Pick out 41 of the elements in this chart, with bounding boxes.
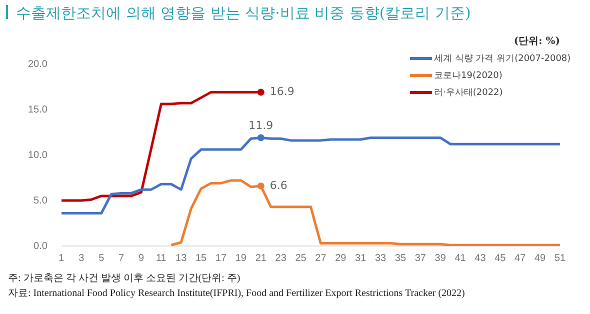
x-tick-label: 37	[414, 252, 426, 264]
x-tick-label: 9	[138, 252, 144, 264]
legend-label: 코로나19(2020)	[434, 70, 502, 82]
x-tick-label: 23	[275, 252, 287, 264]
x-tick-label: 33	[374, 252, 387, 264]
y-tick-label: 0.0	[34, 240, 48, 252]
x-tick-label: 49	[534, 252, 546, 264]
x-tick-label: 35	[394, 252, 406, 264]
x-tick-label: 19	[235, 252, 247, 264]
x-tick-label: 3	[78, 252, 85, 264]
x-tick-label: 43	[474, 252, 486, 264]
legend-label: 세계 식량 가격 위기(2007-2008)	[434, 53, 571, 65]
x-tick-label: 1	[58, 252, 65, 264]
data-label: 11.9	[248, 119, 274, 132]
x-tick-label: 51	[554, 252, 566, 264]
x-tick-label: 21	[255, 252, 267, 264]
x-tick-label: 39	[434, 252, 446, 264]
x-tick-label: 17	[215, 252, 227, 264]
y-tick-label: 15.0	[28, 104, 48, 116]
x-tick-label: 25	[295, 252, 307, 264]
x-tick-label: 29	[335, 252, 347, 264]
data-label: 16.9	[270, 85, 294, 98]
x-tick-label: 15	[195, 252, 208, 264]
x-tick-label: 5	[98, 252, 105, 264]
y-tick-label: 20.0	[28, 58, 48, 70]
text: 주: 가로축은 각 사건 발생 이후 소요된 기간(단위: 주)	[8, 272, 242, 286]
chart-subtitle: (단위: %)	[514, 35, 560, 48]
x-tick-label: 47	[514, 252, 526, 264]
x-tick-label: 31	[355, 252, 367, 264]
chart-title: 수출제한조치에 의해 영향을 받는 식량·비료 비중 동향(칼로리 기준)	[15, 4, 471, 23]
text: 자료: International Food Policy Research Institute(IFPRI), Food and Fertilizer Export Restrictions Tracker (2022)	[8, 287, 465, 301]
x-tick-label: 13	[176, 252, 188, 264]
y-tick-label: 5.0	[34, 195, 48, 206]
x-tick-label: 45	[494, 252, 506, 264]
data-label: 6.6	[270, 178, 288, 192]
x-tick-label: 7	[118, 252, 125, 264]
x-tick-label: 11	[156, 252, 167, 264]
legend-label: 러·우사태(2022)	[434, 87, 503, 99]
y-tick-label: 10.0	[28, 150, 48, 161]
x-tick-label: 27	[315, 252, 327, 264]
x-tick-label: 41	[454, 252, 466, 264]
